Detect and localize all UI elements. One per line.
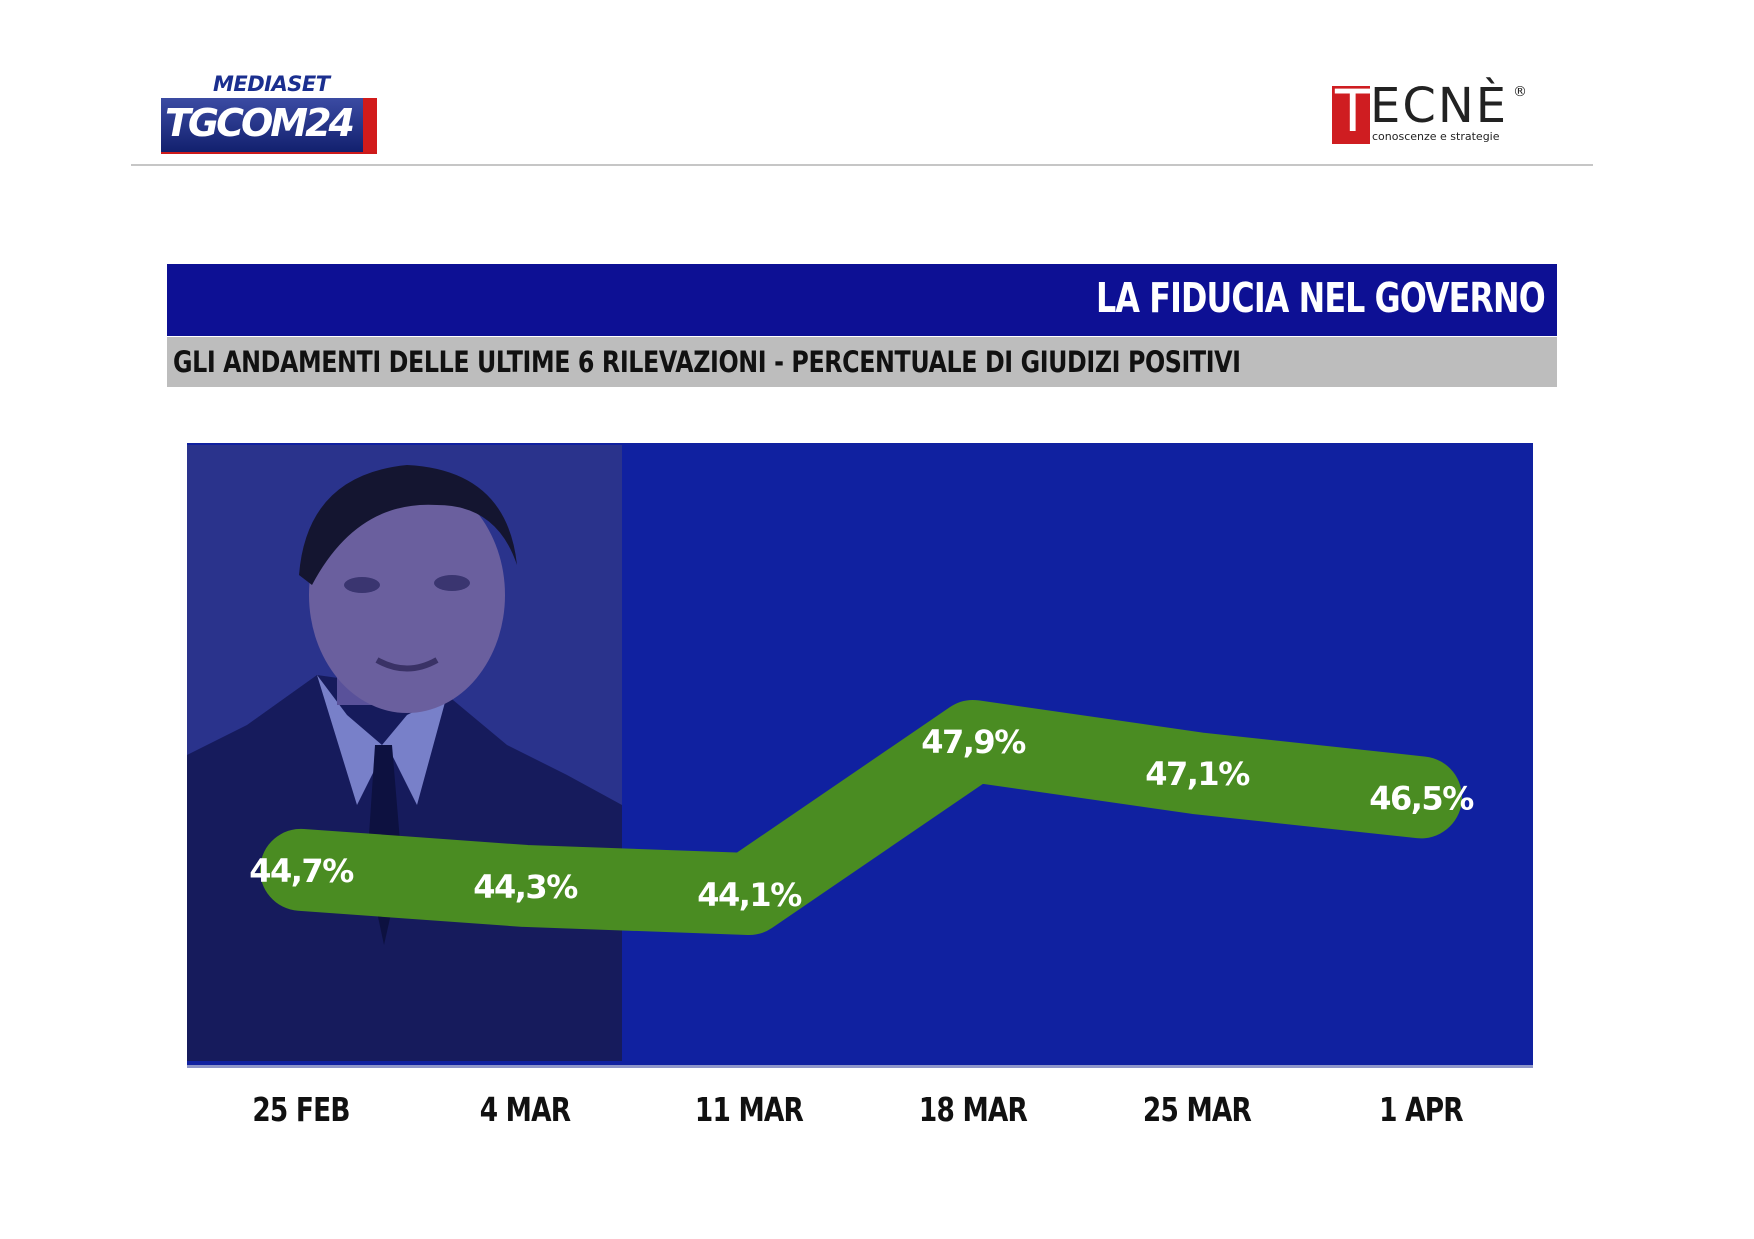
title-bar: LA FIDUCIA NEL GOVERNO [167, 264, 1557, 336]
data-label: 47,9% [921, 723, 1026, 761]
mediaset-wordmark: MEDIASET [213, 72, 330, 96]
x-tick-label: 1 APR [1379, 1090, 1463, 1129]
data-label: 44,1% [697, 876, 802, 914]
registered-mark: ® [1513, 84, 1527, 100]
x-tick-label: 4 MAR [479, 1090, 571, 1129]
tecne-logo: T ECNÈ ® conoscenze e strategie [1332, 82, 1532, 148]
data-label: 46,5% [1369, 779, 1474, 817]
header-divider [131, 164, 1593, 166]
tecne-initial-block: T [1332, 82, 1370, 144]
x-tick-label: 25 MAR [1142, 1090, 1252, 1129]
tgcom24-red-stripe [363, 98, 377, 152]
tgcom24-wordmark: TGCOM24 [165, 101, 355, 145]
x-tick-label: 25 FEB [252, 1090, 350, 1129]
x-tick-label: 18 MAR [918, 1090, 1028, 1129]
tecne-tagline: conoscenze e strategie [1372, 130, 1500, 143]
tecne-wordmark: ECNÈ [1370, 78, 1509, 134]
chart-panel: 44,7% 44,3% 44,1% 47,9% 47,1% 46,5% [187, 443, 1533, 1068]
chart-subtitle: GLI ANDAMENTI DELLE ULTIME 6 RILEVAZIONI… [173, 345, 1241, 379]
tgcom24-logo: MEDIASET TGCOM24 [161, 72, 377, 152]
series-line [260, 700, 1462, 935]
tecne-initial: T [1335, 77, 1371, 145]
tgcom24-badge: TGCOM24 [161, 98, 377, 152]
line-chart: 44,7% 44,3% 44,1% 47,9% 47,1% 46,5% [249, 700, 1476, 935]
subtitle-bar: GLI ANDAMENTI DELLE ULTIME 6 RILEVAZIONI… [167, 337, 1557, 387]
x-tick-label: 11 MAR [694, 1090, 804, 1129]
data-label: 44,3% [473, 868, 578, 906]
data-label: 44,7% [249, 852, 354, 890]
data-label: 47,1% [1145, 755, 1250, 793]
chart-title: LA FIDUCIA NEL GOVERNO [1096, 274, 1546, 322]
